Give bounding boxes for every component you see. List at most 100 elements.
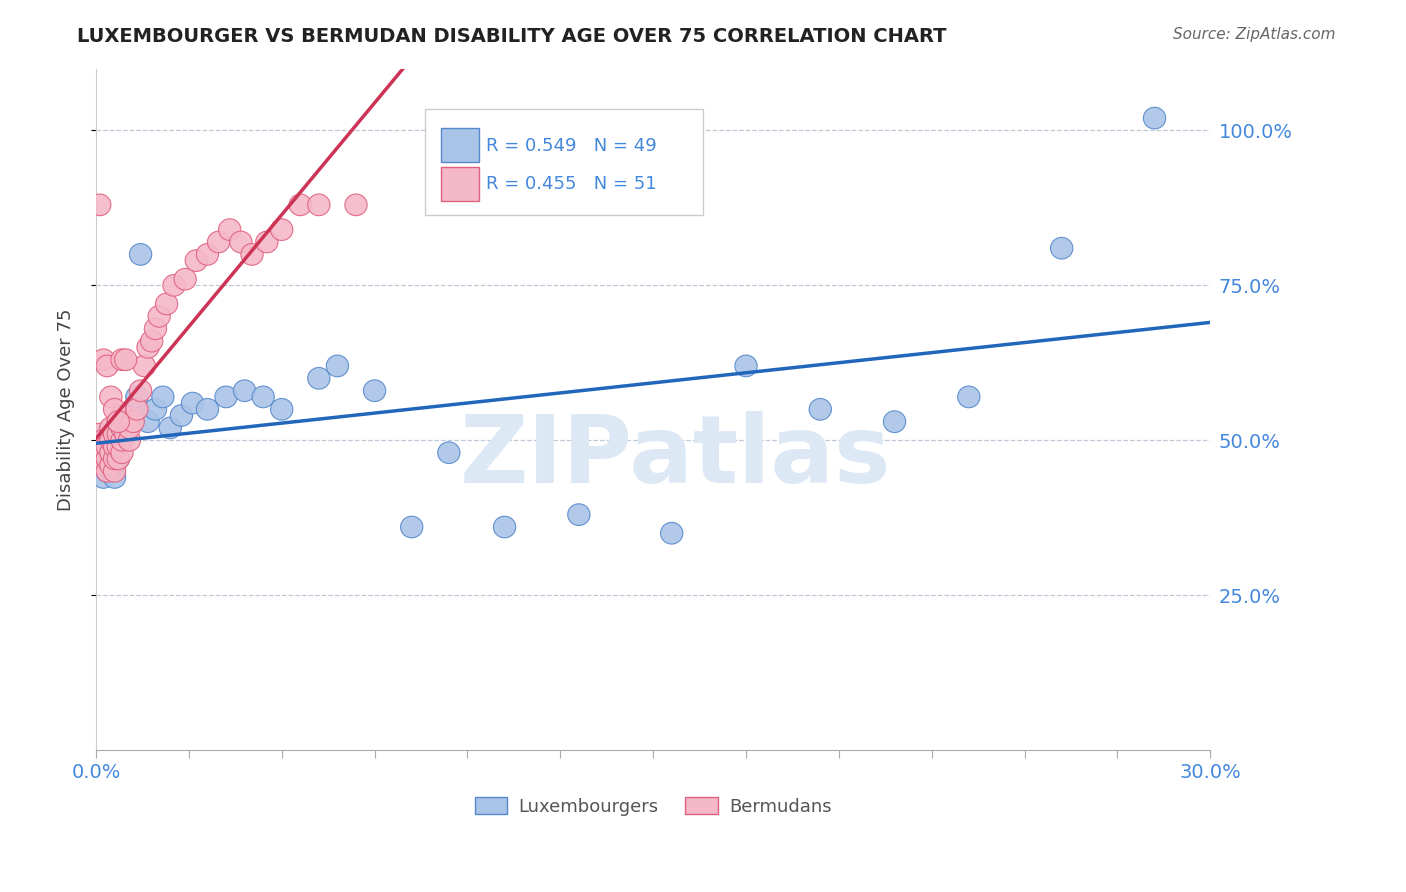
Text: R = 0.455   N = 51: R = 0.455 N = 51 [486, 176, 657, 194]
Ellipse shape [104, 460, 125, 482]
Ellipse shape [96, 448, 118, 470]
Ellipse shape [89, 423, 111, 445]
Ellipse shape [437, 442, 460, 464]
Ellipse shape [104, 448, 125, 470]
Ellipse shape [96, 355, 118, 376]
Ellipse shape [96, 448, 118, 470]
Ellipse shape [661, 523, 683, 544]
Ellipse shape [181, 392, 204, 414]
Ellipse shape [89, 435, 111, 458]
Ellipse shape [104, 435, 125, 458]
Ellipse shape [148, 306, 170, 327]
Text: Source: ZipAtlas.com: Source: ZipAtlas.com [1173, 27, 1336, 42]
Ellipse shape [163, 275, 186, 296]
Ellipse shape [96, 460, 118, 482]
Ellipse shape [156, 293, 177, 315]
Ellipse shape [136, 336, 159, 359]
Ellipse shape [174, 268, 197, 290]
Ellipse shape [118, 411, 141, 433]
Ellipse shape [93, 435, 114, 458]
Ellipse shape [1143, 107, 1166, 129]
Text: ZIPatlas: ZIPatlas [460, 411, 891, 503]
Ellipse shape [111, 349, 134, 370]
Ellipse shape [93, 349, 114, 370]
Ellipse shape [122, 411, 145, 433]
Ellipse shape [104, 467, 125, 488]
Ellipse shape [104, 454, 125, 476]
Ellipse shape [107, 435, 129, 458]
Ellipse shape [363, 380, 385, 401]
Ellipse shape [100, 429, 122, 451]
Ellipse shape [159, 417, 181, 439]
Ellipse shape [129, 244, 152, 265]
Ellipse shape [197, 244, 218, 265]
Ellipse shape [104, 423, 125, 445]
Ellipse shape [93, 448, 114, 470]
Ellipse shape [93, 429, 114, 451]
Ellipse shape [494, 516, 516, 538]
Ellipse shape [122, 399, 145, 420]
Ellipse shape [957, 386, 980, 408]
Ellipse shape [104, 442, 125, 464]
Ellipse shape [215, 386, 238, 408]
Ellipse shape [129, 380, 152, 401]
Ellipse shape [89, 454, 111, 476]
Ellipse shape [118, 417, 141, 439]
Ellipse shape [111, 405, 134, 426]
Ellipse shape [240, 244, 263, 265]
Ellipse shape [256, 231, 278, 252]
Ellipse shape [100, 442, 122, 464]
Ellipse shape [134, 355, 156, 376]
Ellipse shape [100, 454, 122, 476]
Ellipse shape [107, 423, 129, 445]
Ellipse shape [290, 194, 312, 216]
Legend: Luxembourgers, Bermudans: Luxembourgers, Bermudans [468, 789, 838, 822]
Ellipse shape [883, 411, 905, 433]
Ellipse shape [170, 405, 193, 426]
Ellipse shape [308, 194, 330, 216]
Ellipse shape [125, 399, 148, 420]
Ellipse shape [308, 368, 330, 389]
Ellipse shape [111, 429, 134, 451]
Ellipse shape [100, 442, 122, 464]
Ellipse shape [145, 318, 166, 340]
Ellipse shape [111, 429, 134, 451]
Ellipse shape [344, 194, 367, 216]
Ellipse shape [1050, 237, 1073, 259]
Y-axis label: Disability Age Over 75: Disability Age Over 75 [58, 308, 75, 510]
Ellipse shape [233, 380, 256, 401]
Ellipse shape [89, 448, 111, 470]
Ellipse shape [107, 435, 129, 458]
Ellipse shape [107, 448, 129, 470]
Ellipse shape [136, 411, 159, 433]
Ellipse shape [107, 411, 129, 433]
Ellipse shape [107, 411, 129, 433]
Ellipse shape [93, 467, 114, 488]
Ellipse shape [197, 399, 218, 420]
Ellipse shape [270, 219, 292, 241]
Ellipse shape [735, 355, 756, 376]
Ellipse shape [141, 330, 163, 352]
Ellipse shape [114, 423, 136, 445]
Ellipse shape [152, 386, 174, 408]
Ellipse shape [111, 417, 134, 439]
Ellipse shape [568, 504, 591, 525]
Ellipse shape [89, 442, 111, 464]
FancyBboxPatch shape [441, 128, 479, 161]
Ellipse shape [401, 516, 423, 538]
Ellipse shape [111, 417, 134, 439]
Ellipse shape [100, 454, 122, 476]
Ellipse shape [104, 399, 125, 420]
Ellipse shape [118, 429, 141, 451]
Ellipse shape [145, 399, 166, 420]
Ellipse shape [93, 454, 114, 476]
Ellipse shape [229, 231, 252, 252]
Ellipse shape [96, 423, 118, 445]
Ellipse shape [114, 423, 136, 445]
Ellipse shape [252, 386, 274, 408]
Ellipse shape [114, 349, 136, 370]
Ellipse shape [208, 231, 229, 252]
Ellipse shape [96, 435, 118, 458]
Ellipse shape [100, 429, 122, 451]
Ellipse shape [808, 399, 831, 420]
